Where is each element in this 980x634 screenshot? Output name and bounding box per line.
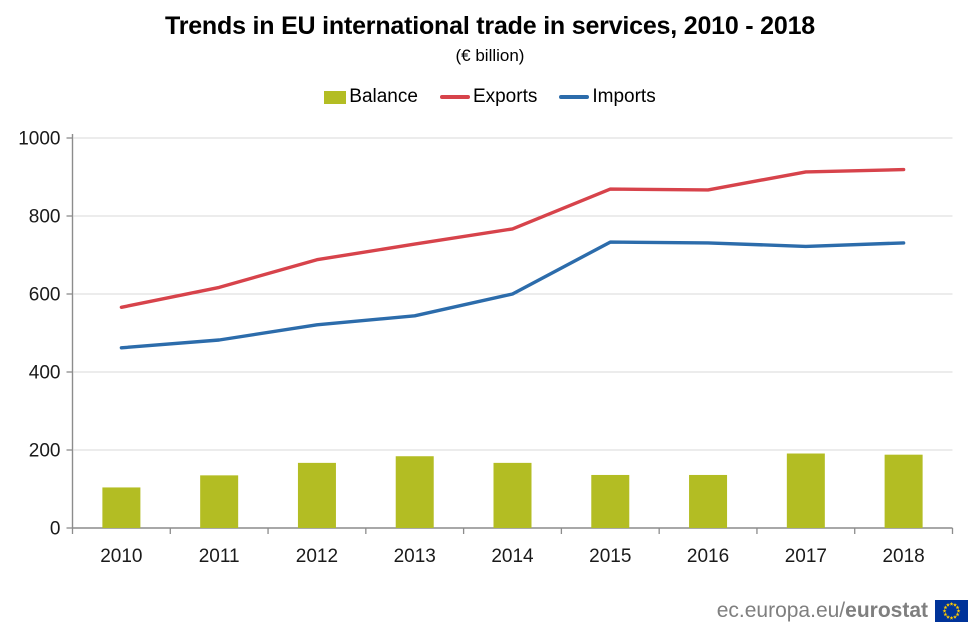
- flag-star: [942, 608, 947, 613]
- y-axis-label-1000: 1000: [18, 129, 60, 150]
- x-axis-label-2012: 2012: [296, 546, 338, 567]
- x-axis-label-2016: 2016: [687, 546, 729, 567]
- balance-bar-2016: [689, 474, 728, 528]
- balance-bar-2017: [786, 453, 825, 528]
- x-axis-label-2017: 2017: [785, 546, 827, 567]
- x-axis-label-2010: 2010: [100, 546, 142, 567]
- balance-bar-2014: [493, 462, 532, 528]
- balance-bar-2018: [884, 454, 923, 528]
- y-axis-label-400: 400: [29, 363, 61, 384]
- flag-field: [935, 600, 968, 622]
- footer-url-bold: eurostat: [845, 599, 928, 622]
- x-axis-label-2013: 2013: [394, 546, 436, 567]
- legend-label-balance: Balance: [349, 86, 418, 107]
- legend-item-imports: Imports: [559, 86, 656, 108]
- flag-star: [953, 614, 957, 619]
- flag-star: [943, 605, 948, 610]
- flag-star: [955, 612, 960, 617]
- y-axis-label-600: 600: [29, 285, 61, 306]
- flag-star: [956, 608, 961, 613]
- legend-item-exports: Exports: [439, 86, 538, 108]
- imports-line-icon: [559, 95, 590, 99]
- imports-line: [119, 240, 906, 350]
- balance-swatch-icon: [324, 90, 347, 104]
- eu-flag-icon: [935, 600, 968, 622]
- x-axis-label-2011: 2011: [199, 546, 240, 567]
- y-axis-label-800: 800: [29, 207, 61, 228]
- chart-title: Trends in EU international trade in serv…: [165, 12, 815, 40]
- footer-url-regular: ec.europa.eu/: [716, 599, 846, 622]
- chart-subtitle: (€ billion): [455, 46, 525, 65]
- footer-branding: ec.europa.eu/eurostat: [717, 599, 968, 623]
- balance-bar-2010: [102, 487, 141, 528]
- legend-item-balance: Balance: [324, 86, 418, 108]
- flag-star: [953, 602, 957, 607]
- exports-line-icon: [439, 95, 470, 99]
- flag-star: [943, 612, 948, 617]
- y-axis-label-0: 0: [50, 519, 61, 540]
- flag-star: [946, 602, 950, 607]
- x-axis-label-2018: 2018: [882, 546, 924, 567]
- exports-line: [119, 167, 906, 309]
- flag-star: [946, 614, 950, 619]
- flag-star: [955, 605, 960, 610]
- balance-bar-2013: [395, 456, 434, 528]
- x-axis-label-2015: 2015: [589, 546, 631, 567]
- legend-label-imports: Imports: [592, 86, 656, 107]
- chart-legend: Balance Exports Imports: [0, 86, 980, 108]
- y-axis-label-200: 200: [29, 441, 61, 462]
- balance-bar-2011: [200, 475, 239, 528]
- balance-bar-2012: [297, 462, 336, 528]
- balance-bar-2015: [591, 474, 630, 528]
- flag-star: [949, 601, 954, 606]
- flag-star: [949, 615, 954, 620]
- legend-label-exports: Exports: [472, 86, 538, 107]
- x-axis-label-2014: 2014: [491, 546, 534, 567]
